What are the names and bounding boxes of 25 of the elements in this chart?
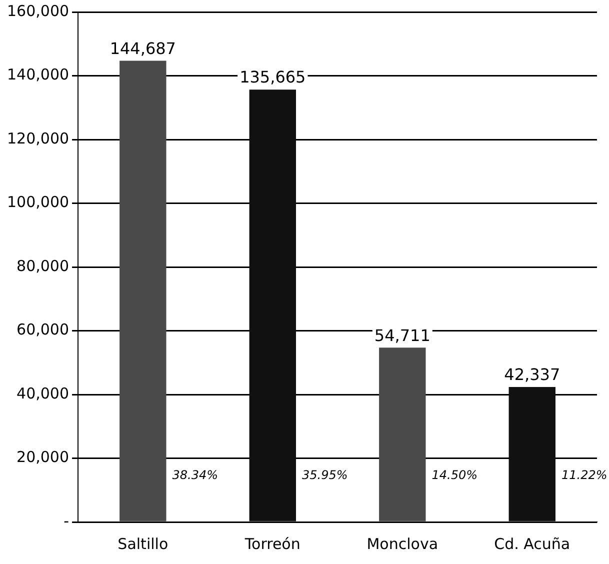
y-tick-label: 80,000	[16, 256, 70, 275]
annotation: 35.95%	[302, 468, 348, 482]
annotation: 14.50%	[432, 468, 478, 482]
bar	[508, 387, 556, 522]
data-label: 54,711	[374, 326, 430, 345]
data-label: 42,337	[504, 365, 560, 384]
bar	[249, 90, 296, 522]
annotation: 38.34%	[172, 468, 218, 482]
data-label: 135,665	[240, 68, 306, 87]
x-tick-label: Saltillo	[118, 534, 168, 553]
x-tick-label: Cd. Acuña	[494, 534, 570, 553]
y-tick-label: 120,000	[7, 129, 70, 148]
y-tick-label: 40,000	[16, 384, 70, 402]
y-tick-label: -	[64, 512, 70, 530]
y-tick-label: 100,000	[7, 193, 70, 212]
x-tick-label: Torreón	[244, 534, 300, 553]
x-tick-label: Monclova	[366, 534, 438, 553]
y-tick-label: 60,000	[16, 320, 70, 339]
annotation: 11.22%	[561, 468, 608, 482]
y-tick-label: 20,000	[16, 448, 70, 466]
bar	[379, 348, 426, 522]
y-tick-label: 160,000	[7, 2, 70, 20]
y-tick-label: 140,000	[7, 66, 70, 84]
data-label: 144,687	[110, 38, 176, 58]
bar	[120, 60, 166, 522]
